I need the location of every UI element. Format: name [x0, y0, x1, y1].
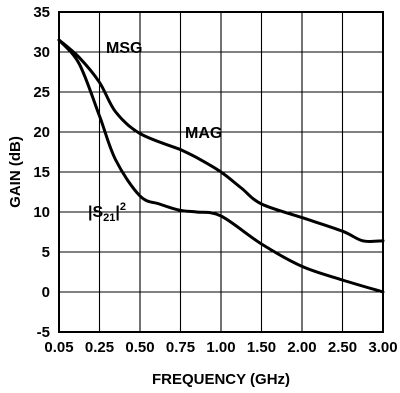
- x-tick-label: 2.50: [328, 339, 357, 356]
- y-tick-label: -5: [37, 324, 50, 341]
- s21-curve: [57, 38, 385, 294]
- msg-label: MSG: [106, 40, 142, 57]
- y-tick-label: 15: [33, 164, 50, 181]
- mag-label: MAG: [185, 125, 222, 142]
- y-tick-label: 20: [33, 124, 50, 141]
- s21-label-superscript: 2: [120, 201, 126, 213]
- mag-curve: [179, 148, 385, 244]
- x-tick-label: 0.05: [44, 339, 73, 356]
- y-tick-label: 0: [42, 284, 50, 301]
- s21-label-subscript: 21: [103, 212, 115, 224]
- x-axis-title: FREQUENCY (GHz): [152, 371, 290, 388]
- plot-frame: [58, 11, 384, 333]
- tick-labels: 0.05 0.25 0.50 0.75 1.00 1.50 2.00 2.50 3.00 -5 0 5…: [33, 4, 397, 356]
- x-tick-label: 1.00: [206, 339, 235, 356]
- x-tick-label: 3.00: [368, 339, 397, 356]
- x-tick-label: 0.25: [85, 339, 114, 356]
- y-tick-label: 25: [33, 84, 50, 101]
- curves: [57, 38, 385, 294]
- x-tick-label: 1.50: [247, 339, 276, 356]
- y-tick-label: 5: [42, 244, 50, 261]
- y-tick-label: 35: [33, 4, 50, 21]
- msg-curve: [57, 38, 182, 152]
- y-tick-label: 10: [33, 204, 50, 221]
- s21-label-tail: |: [115, 204, 119, 221]
- y-axis-title: GAIN (dB): [7, 136, 24, 208]
- s21-label: |S21|2: [88, 201, 126, 224]
- s21-label-base: |S: [88, 204, 103, 221]
- x-tick-label: 0.50: [125, 339, 154, 356]
- grid-lines: [59, 12, 383, 332]
- x-tick-label: 0.75: [166, 339, 195, 356]
- y-tick-label: 30: [33, 44, 50, 61]
- x-tick-label: 2.00: [287, 339, 316, 356]
